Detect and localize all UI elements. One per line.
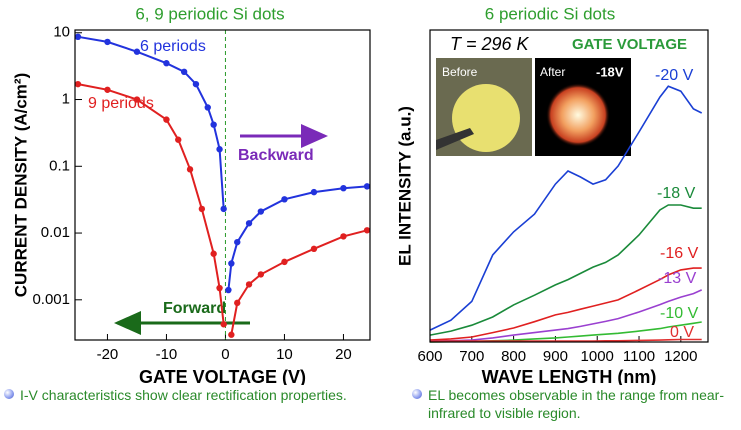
x-axis-label: GATE VOLTAGE (V) [139,367,306,385]
marker [310,188,318,196]
series-line [77,83,368,335]
marker [225,286,232,294]
marker [133,96,141,103]
chart-title: 6, 9 periodic Si dots [135,4,284,23]
marker [340,184,347,192]
x-axis-label: WAVE LENGTH (nm) [482,367,657,385]
marker [234,299,241,307]
series-line [77,35,368,291]
marker [234,238,241,246]
chart-title: 6 periodic Si dots [485,4,615,23]
marker [180,68,188,76]
series-label: -16 V [660,245,699,262]
annotation: After [540,65,565,79]
plot-frame [429,29,709,343]
series-line [429,267,702,341]
marker [228,331,235,338]
marker [220,321,227,328]
y-tick-label: 10 [53,24,70,41]
caption: I-V characteristics show clear rectifica… [4,386,420,404]
bullet [412,389,422,399]
x-tick-label: 900 [543,348,568,365]
marker [74,80,82,88]
figure: Backward Forward T = 296 K GATE VOLTAGE … [11,4,709,385]
marker [281,196,288,203]
x-tick-label: 20 [335,346,352,363]
marker [210,250,217,257]
marker [186,166,194,173]
series-line [429,289,703,342]
plot-frame [74,29,371,341]
series-line [429,204,702,336]
series-label: -20 V [655,67,694,84]
series-label: -18 V [657,185,696,202]
y-tick-label: 0.01 [41,224,70,241]
y-tick-label: 1 [62,90,70,107]
marker [210,121,217,128]
marker [216,146,223,153]
photo-glow [546,83,610,147]
marker [363,183,371,190]
marker [216,284,223,292]
annotation: Backward [238,147,314,164]
series-label: 9 periods [88,95,154,112]
caption: EL becomes observable in the range from … [412,386,741,422]
marker [245,220,253,227]
annotation: GATE VOLTAGE [572,36,687,53]
caption-text: I-V characteristics show clear rectifica… [20,387,347,403]
marker [133,48,141,55]
marker [192,80,200,88]
photo-dot [452,84,520,152]
x-tick-label: 600 [417,348,442,365]
x-tick-label: 1000 [581,348,614,365]
series-label: -10 V [660,305,699,322]
marker [281,258,288,266]
x-tick-label: 800 [501,348,526,365]
annotation: Forward [163,300,226,317]
series-line [429,85,703,331]
marker [257,271,265,278]
marker [257,208,265,215]
marker [104,38,111,46]
marker [363,227,371,234]
x-tick-label: 1100 [623,348,655,365]
x-tick-label: 700 [459,348,484,365]
marker [74,33,82,41]
x-tick-label: -20 [97,346,119,363]
x-tick-label: 10 [276,346,293,363]
marker [163,116,170,123]
marker [175,136,182,143]
annotation: T = 296 K [450,34,530,54]
y-tick-label: 0.1 [49,157,70,174]
marker [220,205,227,213]
caption-text: EL becomes observable in the range from … [428,387,724,421]
photo-probe [436,128,474,150]
series-label: 0 V [670,324,694,341]
x-tick-label: -10 [156,346,178,363]
y-tick-label: 0.001 [32,291,70,308]
annotation: -18V [596,64,624,79]
marker [104,86,111,93]
bullet [4,389,14,399]
marker [310,245,318,253]
marker [163,60,170,67]
marker [340,233,347,240]
series-line [430,338,702,342]
series-label: 6 periods [140,38,206,55]
series-label: -13 V [658,270,697,287]
annotation: Before [442,65,478,79]
marker [198,205,206,213]
x-tick-label: 1200 [664,348,697,365]
y-axis-label: CURRENT DENSITY (A/cm²) [11,73,30,297]
y-axis-label: EL INTENSITY (a.u.) [395,106,414,266]
marker [228,260,235,267]
x-tick-label: 0 [221,346,229,363]
marker [204,104,211,111]
marker [245,281,253,288]
